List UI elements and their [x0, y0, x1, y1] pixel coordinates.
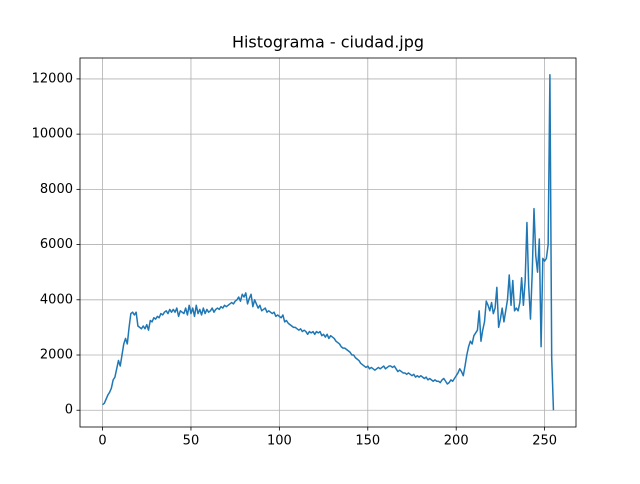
x-tick-label: 100 [267, 434, 292, 449]
x-tick-label: 200 [444, 434, 469, 449]
y-tick-label: 8000 [40, 182, 73, 197]
y-tick-label: 4000 [40, 292, 73, 307]
y-tick-label: 10000 [32, 127, 73, 142]
y-tick-label: 0 [65, 403, 73, 418]
data-line [102, 74, 555, 411]
x-tick-label: 0 [98, 434, 106, 449]
x-tick-label: 250 [532, 434, 557, 449]
axes-frame [79, 57, 577, 428]
y-tick-label: 12000 [32, 71, 73, 86]
x-tick-label: 50 [183, 434, 200, 449]
y-tick-label: 6000 [40, 237, 73, 252]
y-tick-label: 2000 [40, 348, 73, 363]
chart-title: Histograma - ciudad.jpg [232, 33, 424, 52]
x-tick-label: 150 [355, 434, 380, 449]
